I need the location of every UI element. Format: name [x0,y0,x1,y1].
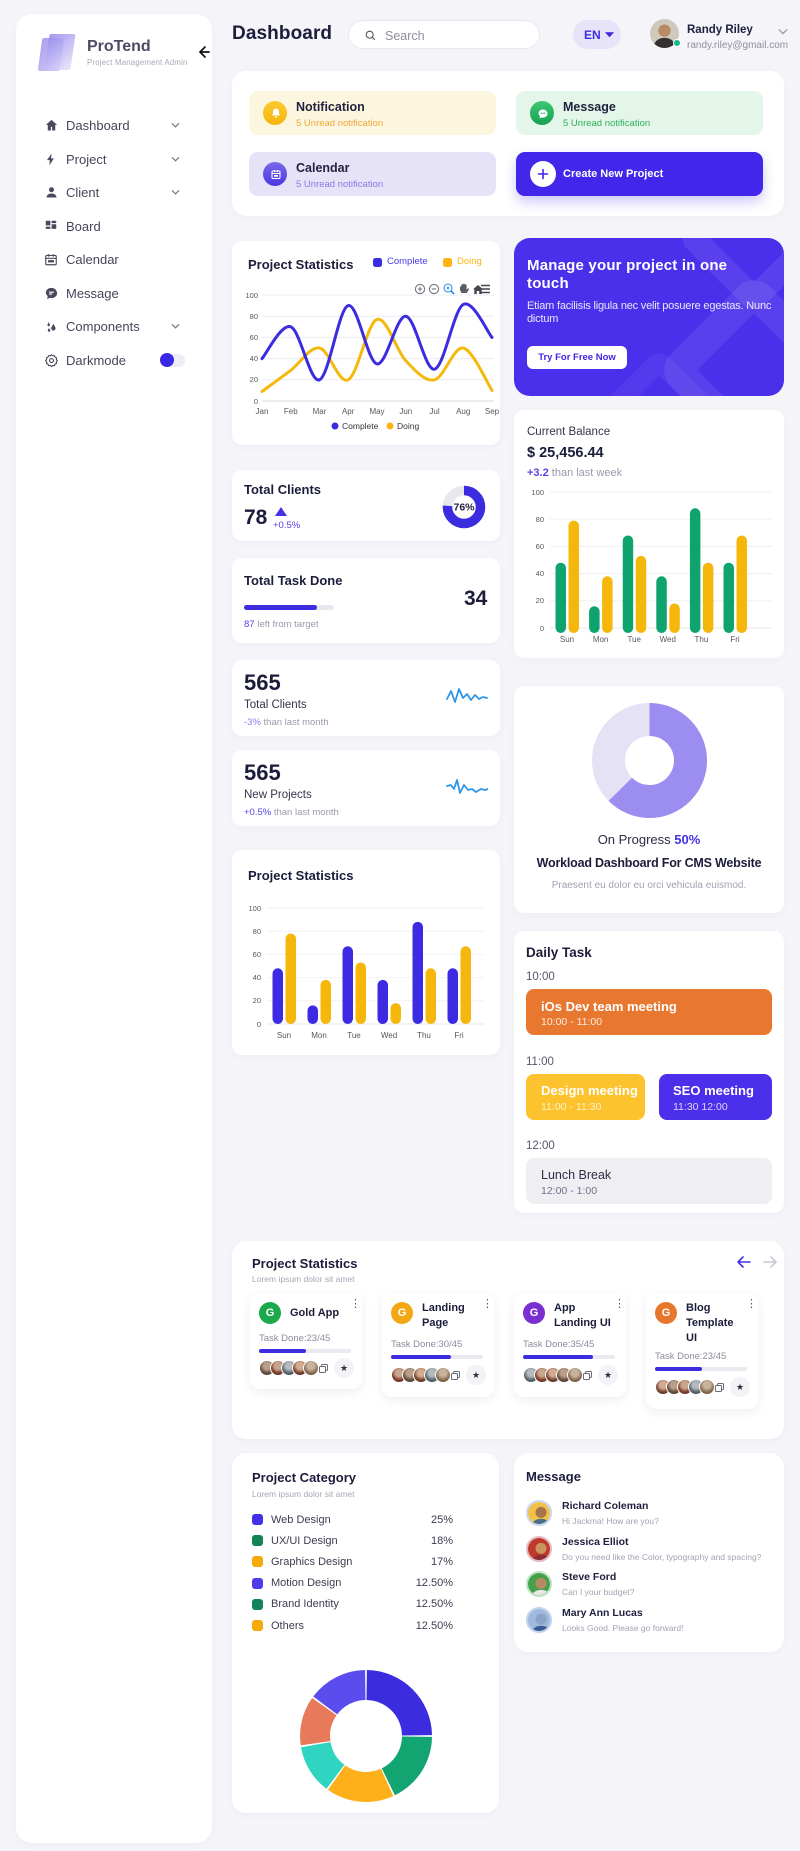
svg-text:80: 80 [253,927,261,936]
svg-text:Thu: Thu [695,635,709,644]
svg-text:20: 20 [536,596,544,605]
svg-text:Doing: Doing [397,421,419,431]
svg-text:Aug: Aug [456,407,470,416]
svg-text:Thu: Thu [417,1031,431,1040]
svg-text:100: 100 [248,904,261,913]
svg-text:Wed: Wed [660,635,676,644]
svg-text:60: 60 [250,333,258,342]
svg-text:Sep: Sep [485,407,500,416]
svg-text:Mar: Mar [313,407,327,416]
svg-text:Mon: Mon [593,635,609,644]
svg-text:Feb: Feb [284,407,298,416]
svg-text:Tue: Tue [347,1031,361,1040]
svg-text:20: 20 [253,996,261,1005]
svg-text:0: 0 [540,624,544,633]
svg-text:Fri: Fri [454,1031,464,1040]
svg-text:May: May [369,407,384,416]
svg-text:0: 0 [254,397,258,406]
svg-text:Tue: Tue [627,635,641,644]
svg-text:20: 20 [250,375,258,384]
svg-text:40: 40 [250,354,258,363]
svg-text:100: 100 [245,291,258,300]
svg-text:60: 60 [536,542,544,551]
svg-text:80: 80 [250,312,258,321]
svg-text:Jan: Jan [256,407,269,416]
svg-text:Sun: Sun [277,1031,291,1040]
svg-text:100: 100 [531,488,544,497]
svg-text:76%: 76% [453,502,475,514]
svg-text:0: 0 [257,1020,261,1029]
svg-text:60: 60 [253,950,261,959]
svg-text:40: 40 [536,569,544,578]
svg-text:Complete: Complete [342,421,379,431]
svg-text:Jun: Jun [399,407,412,416]
svg-text:Sun: Sun [560,635,574,644]
svg-text:Jul: Jul [429,407,439,416]
svg-text:40: 40 [253,973,261,982]
svg-text:Fri: Fri [730,635,740,644]
svg-text:80: 80 [536,515,544,524]
svg-text:Apr: Apr [342,407,355,416]
svg-text:Wed: Wed [381,1031,397,1040]
svg-text:Mon: Mon [311,1031,327,1040]
